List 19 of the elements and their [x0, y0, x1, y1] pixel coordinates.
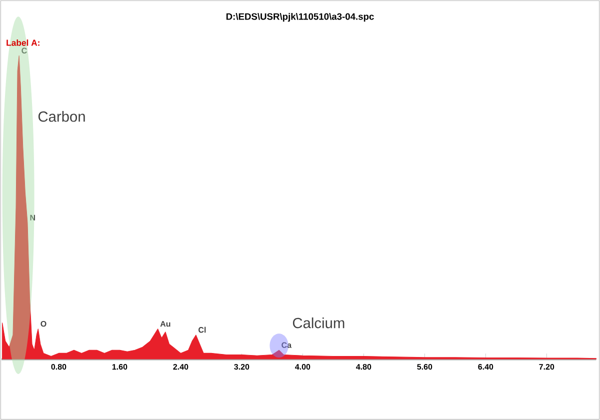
annotation: Au — [160, 321, 170, 327]
annotation: Carbon — [38, 111, 85, 122]
x-tick-label: 1.60 — [112, 364, 128, 370]
chart-title: D:\EDS\USR\pjk\110510\a3-04.spc — [226, 12, 374, 22]
annotation: Calcium — [292, 317, 344, 328]
x-tick-label: 4.00 — [295, 364, 310, 370]
x-tick-label: 7.20 — [539, 364, 554, 370]
annotation: Cl — [198, 326, 206, 333]
annotation: N — [30, 214, 35, 220]
x-tick-label: 4.80 — [356, 364, 372, 370]
x-tick-label: 3.20 — [234, 364, 250, 370]
x-tick-label: 6.40 — [478, 364, 494, 370]
annotation: O — [40, 320, 46, 327]
annotation: C — [22, 48, 27, 54]
x-tick-label: 2.40 — [173, 364, 188, 370]
x-tick-label: 0.80 — [51, 364, 66, 370]
annotation: Ca — [282, 342, 292, 348]
text: Label A: — [6, 39, 40, 46]
x-tick-label: 5.60 — [417, 364, 432, 370]
